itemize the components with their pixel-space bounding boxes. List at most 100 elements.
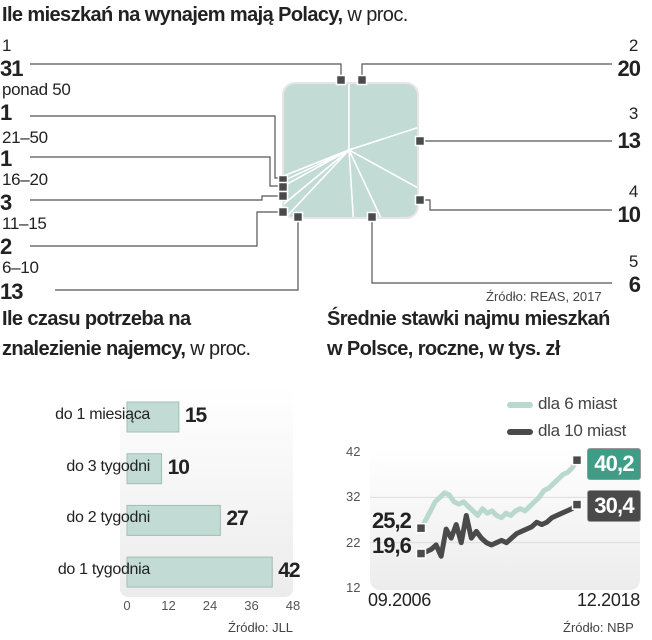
leader-line — [30, 63, 342, 80]
pie-title: Ile mieszkań na wynajem mają Polacy, w p… — [2, 4, 408, 27]
x-tick: 48 — [285, 598, 301, 613]
pie-value-label: 2 — [0, 234, 12, 259]
bar-panel — [120, 385, 293, 597]
pie-value-label: 3 — [0, 190, 12, 215]
bar-title-line1: Ile czasu potrzeba na — [2, 308, 191, 330]
pie-marker — [277, 181, 289, 193]
leader-line — [30, 211, 283, 247]
bar-value-label: 27 — [226, 507, 248, 531]
x-tick: 0 — [123, 598, 131, 613]
pie-cat-label: 5 — [628, 252, 638, 271]
series-line-6-cities — [418, 458, 580, 530]
leader-line — [30, 195, 283, 201]
legend-10-cities: dla 10 miast — [538, 421, 627, 440]
series-endpoint-marker — [415, 548, 427, 559]
pie-value-label: 13 — [617, 128, 642, 153]
pie-title-suffix: w proc. — [347, 4, 408, 26]
series-endpoint-marker — [571, 499, 583, 510]
pie-cat-label: 6–10 — [2, 258, 39, 277]
bar — [126, 453, 163, 485]
bar — [126, 504, 221, 536]
x-start-label: 09.2006 — [368, 590, 431, 610]
pie-slice — [347, 148, 418, 218]
pie-cat-label: 4 — [628, 182, 638, 201]
bar-title-main: znalezienie najemcy, — [2, 338, 186, 360]
bar — [126, 401, 180, 433]
start-label-6-cities: 25,2 — [372, 508, 412, 533]
bar-category-label: do 3 tygodni — [66, 457, 150, 475]
line-panel — [370, 448, 640, 590]
pie-slice — [283, 149, 350, 218]
pie-marker — [414, 135, 426, 147]
x-end-label: 12.2018 — [577, 590, 640, 610]
pie-cat-label: ponad 50 — [2, 80, 71, 99]
pie-marker — [335, 74, 347, 86]
pie-cat-label: 16–20 — [2, 170, 48, 189]
pie-cat-label: 11–15 — [2, 214, 47, 233]
y-tick: 42 — [346, 444, 361, 459]
pie-value-label: 31 — [0, 56, 24, 81]
x-tick: 12 — [161, 598, 176, 613]
pie-slice — [283, 149, 350, 218]
pie-cat-label: 3 — [628, 104, 638, 123]
bar-value-label: 10 — [167, 455, 190, 479]
pie-marker — [366, 211, 378, 223]
pie-group — [283, 83, 418, 218]
y-tick: 22 — [346, 535, 361, 550]
pie-slice — [348, 149, 418, 218]
leader-line — [30, 156, 283, 187]
bar-category-label: do 1 miesiąca — [55, 406, 150, 423]
bar-category-label: do 1 tygodnia — [57, 561, 150, 579]
bar-value-label: 15 — [184, 404, 207, 427]
pie-value-label: 1 — [0, 100, 12, 125]
pie-slice — [348, 83, 418, 152]
pie-value-label: 10 — [617, 202, 642, 227]
pie-cat-label: 1 — [2, 36, 12, 55]
pie-marker — [414, 194, 426, 206]
legend-6-cities: dla 6 miast — [538, 394, 617, 413]
pie-cat-label: 2 — [628, 36, 638, 55]
leader-line — [361, 63, 612, 80]
end-label-10-cities: 30,4 — [587, 490, 641, 522]
leader-line — [371, 217, 612, 284]
series-line-10-cities — [420, 502, 579, 559]
bar-value-label: 42 — [278, 559, 300, 583]
pie-title-main: Ile mieszkań na wynajem mają Polacy, — [2, 4, 343, 26]
pie-frame — [282, 82, 419, 219]
leader-line — [30, 115, 283, 179]
bar-category-label: do 2 tygodni — [66, 509, 150, 527]
pie-marker — [356, 74, 368, 86]
bar-title-line2: znalezienie najemcy, w proc. — [2, 338, 251, 361]
start-label-10-cities: 19,6 — [372, 533, 412, 558]
line-source: Źródło: NBP — [563, 620, 634, 635]
pie-value-label: 1 — [0, 146, 12, 171]
y-tick: 32 — [346, 489, 361, 504]
pie-slice — [283, 149, 350, 218]
pie-marker — [277, 190, 289, 202]
leader-line — [55, 217, 299, 291]
bar-title-suffix: w proc. — [190, 338, 251, 360]
pie-cat-label: 21–50 — [2, 128, 48, 147]
pie-slice — [283, 148, 363, 218]
x-tick: 36 — [244, 598, 259, 613]
leader-line — [420, 199, 612, 211]
x-tick: 24 — [202, 598, 218, 613]
bar-source: Źródło: JLL — [228, 620, 294, 635]
bar — [126, 556, 273, 588]
pie-marker — [277, 206, 289, 218]
line-title-line2: w Polsce, roczne, w tys. zł — [327, 338, 560, 360]
pie-slice — [283, 149, 350, 218]
series-endpoint-marker — [415, 522, 427, 534]
pie-value-label: 20 — [617, 56, 642, 81]
pie-marker — [292, 211, 304, 223]
pie-value-label: 6 — [628, 272, 641, 297]
pie-value-label: 13 — [0, 279, 24, 304]
y-tick: 12 — [346, 580, 361, 595]
pie-source: Źródło: REAS, 2017 — [486, 289, 602, 304]
line-title-line1: Średnie stawki najmu mieszkań — [327, 308, 610, 330]
end-label-6-cities: 40,2 — [587, 448, 641, 480]
pie-slice — [283, 83, 350, 218]
series-endpoint-marker — [571, 454, 583, 466]
